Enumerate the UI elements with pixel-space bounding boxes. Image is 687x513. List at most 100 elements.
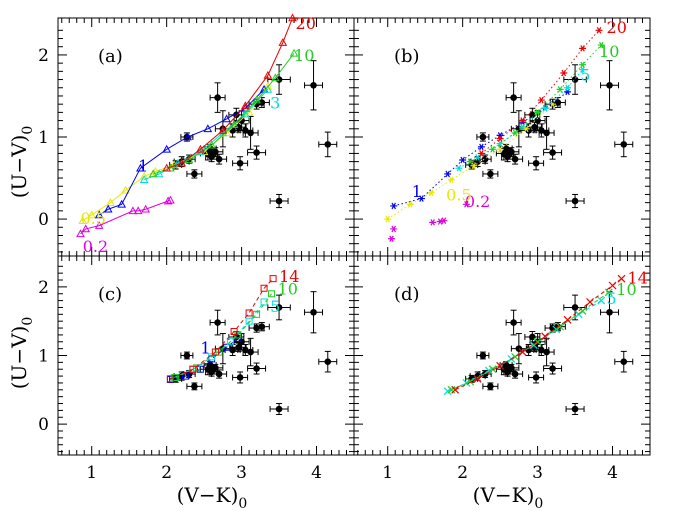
star-marker xyxy=(387,235,395,243)
triangle-marker xyxy=(177,158,186,167)
triangle-marker xyxy=(229,120,239,128)
triangle-marker xyxy=(94,221,104,229)
star-marker xyxy=(384,215,392,223)
data-point xyxy=(571,405,579,413)
square-marker xyxy=(196,365,204,373)
cross-marker xyxy=(447,385,456,394)
y-axis-title-top: (U−V)0 xyxy=(7,126,36,199)
data-point xyxy=(206,361,214,369)
square-marker xyxy=(193,364,201,372)
star-marker xyxy=(496,135,504,142)
cross-marker xyxy=(608,281,617,290)
triangle-marker xyxy=(76,229,85,238)
data-point xyxy=(275,304,283,311)
square-marker xyxy=(260,284,268,292)
model-track-red xyxy=(454,278,622,391)
triangle-marker xyxy=(278,38,288,46)
star-marker xyxy=(477,143,485,151)
track-label: 20 xyxy=(607,18,627,37)
triangle-marker xyxy=(141,204,151,213)
triangle-marker xyxy=(240,101,250,110)
track-label: 5 xyxy=(607,289,617,308)
model-track-green xyxy=(175,293,272,378)
data-point xyxy=(554,99,562,106)
triangle-marker xyxy=(252,95,261,104)
triangle-marker xyxy=(288,13,297,22)
track-label: 0.2 xyxy=(465,192,490,211)
x-tick-label: 1 xyxy=(382,463,393,483)
cross-marker xyxy=(563,315,572,324)
data-point xyxy=(479,133,487,141)
star-marker xyxy=(429,219,437,226)
triangle-marker xyxy=(148,169,158,178)
triangle-marker xyxy=(154,169,164,178)
data-point xyxy=(236,374,244,381)
star-marker xyxy=(447,176,455,183)
data-point xyxy=(324,358,332,365)
data-point xyxy=(310,81,317,89)
data-point xyxy=(258,323,266,330)
cross-marker xyxy=(451,385,460,394)
data-point xyxy=(236,159,244,167)
data-point xyxy=(571,76,579,83)
data-point xyxy=(531,123,538,131)
data-point xyxy=(620,141,628,148)
x-tick-label: 3 xyxy=(236,463,247,483)
triangle-marker xyxy=(289,48,299,57)
star-marker xyxy=(462,201,470,208)
square-marker xyxy=(260,298,268,306)
data-point xyxy=(214,94,221,101)
data-point xyxy=(529,111,536,119)
track-label: 20 xyxy=(296,14,316,33)
track-label: 5 xyxy=(270,297,280,316)
data-point xyxy=(620,358,628,365)
panel-a: 0 1 2 (a) 0.2 0.5 1 3 10 20 xyxy=(38,13,355,257)
triangle-marker xyxy=(78,216,88,225)
cross-marker xyxy=(518,348,527,356)
data-point xyxy=(253,365,260,372)
triangle-marker xyxy=(184,155,194,164)
star-marker xyxy=(537,96,545,104)
triangle-marker xyxy=(103,204,113,213)
triangle-marker xyxy=(270,73,280,82)
star-marker xyxy=(466,158,474,165)
star-marker xyxy=(470,162,478,170)
data-point xyxy=(571,304,579,311)
panel-label: (c) xyxy=(98,284,122,305)
triangle-marker xyxy=(133,206,143,215)
data-point xyxy=(215,370,223,378)
triangle-marker xyxy=(163,196,173,205)
square-marker xyxy=(226,338,234,346)
track-label: 0.2 xyxy=(83,237,108,256)
data-point xyxy=(191,383,198,390)
triangle-marker xyxy=(222,114,231,123)
square-marker xyxy=(245,317,253,325)
triangle-marker xyxy=(196,144,205,153)
x-axis-title-left: (V−K)0 xyxy=(177,483,248,512)
data-point xyxy=(275,405,283,413)
star-marker xyxy=(390,202,398,210)
model-track-red xyxy=(166,17,294,169)
y-tick-label: 1 xyxy=(38,347,49,367)
data-point xyxy=(510,94,517,101)
data-point xyxy=(549,365,556,372)
triangle-marker xyxy=(87,210,97,219)
square-marker xyxy=(269,275,277,283)
track-label: 5 xyxy=(580,66,590,85)
cross-marker xyxy=(604,288,613,297)
data-point xyxy=(502,145,510,152)
star-marker xyxy=(597,41,605,49)
data-point xyxy=(275,197,283,205)
triangle-marker xyxy=(162,163,172,172)
cross-marker xyxy=(488,365,497,374)
star-marker xyxy=(579,61,587,69)
data-point xyxy=(253,149,260,156)
data-point xyxy=(247,348,254,356)
cross-marker xyxy=(586,298,594,306)
data-point xyxy=(606,308,613,316)
data-point xyxy=(215,155,223,163)
star-marker xyxy=(595,27,603,34)
square-marker xyxy=(211,348,219,356)
x-tick-label: 4 xyxy=(311,463,322,483)
